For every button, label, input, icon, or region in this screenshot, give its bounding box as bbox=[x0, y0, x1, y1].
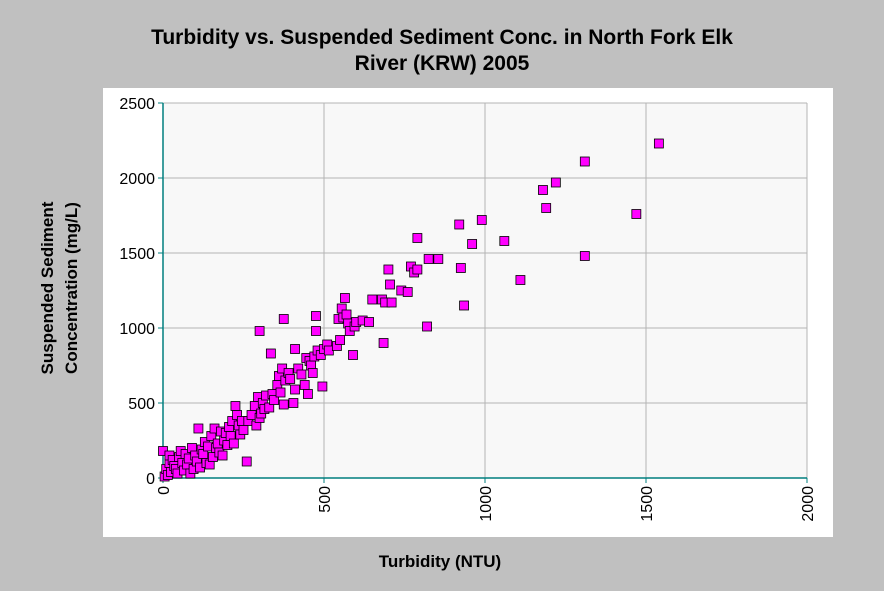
data-point bbox=[290, 384, 300, 395]
data-point bbox=[402, 287, 413, 297]
y-tick-label: 2000 bbox=[119, 171, 155, 188]
data-point bbox=[217, 450, 228, 461]
data-point bbox=[302, 389, 313, 399]
y-tick-label: 0 bbox=[146, 471, 155, 488]
x-tick-label: 1500 bbox=[639, 486, 656, 522]
tick-labels: 0 500 1000 1500 2000 0 500 1000 1500 2000 2500 bbox=[119, 96, 817, 522]
data-point bbox=[412, 233, 423, 243]
data-point bbox=[278, 399, 289, 410]
data-point bbox=[238, 425, 249, 435]
data-point bbox=[541, 203, 552, 213]
x-tick-label: 0 bbox=[156, 486, 173, 495]
chart-title-line-1: Turbidity vs. Suspended Sediment Conc. i… bbox=[151, 26, 733, 49]
data-point bbox=[265, 348, 276, 359]
data-point bbox=[550, 177, 561, 188]
y-axis-title-line-1: Suspended Sediment bbox=[38, 201, 57, 374]
data-point bbox=[323, 345, 334, 356]
data-point bbox=[459, 300, 469, 311]
data-point bbox=[423, 254, 434, 264]
data-points bbox=[158, 138, 664, 482]
data-point bbox=[269, 395, 279, 405]
data-point bbox=[311, 326, 321, 336]
y-tick-label: 2500 bbox=[119, 96, 155, 113]
data-point bbox=[246, 410, 257, 420]
data-point bbox=[515, 275, 526, 285]
data-point bbox=[454, 219, 465, 230]
data-point bbox=[386, 297, 397, 308]
data-point bbox=[631, 209, 642, 219]
data-point bbox=[317, 381, 328, 392]
data-point bbox=[412, 264, 423, 275]
data-point bbox=[433, 254, 444, 264]
data-point bbox=[340, 293, 350, 303]
data-point bbox=[296, 369, 307, 380]
data-point bbox=[467, 239, 478, 249]
data-point bbox=[203, 441, 213, 452]
data-point bbox=[254, 326, 265, 336]
data-point bbox=[364, 317, 374, 327]
y-axis-title-line-2: Concentration (mg/L) bbox=[62, 202, 81, 374]
data-point bbox=[299, 380, 310, 390]
x-tick-label: 2000 bbox=[800, 486, 817, 522]
data-point bbox=[538, 185, 548, 195]
axes bbox=[158, 102, 808, 483]
data-point bbox=[228, 438, 239, 449]
data-point bbox=[455, 263, 466, 273]
data-point bbox=[307, 368, 318, 378]
data-point bbox=[285, 374, 296, 384]
x-axis-title: Turbidity (NTU) bbox=[379, 552, 501, 571]
data-point bbox=[288, 398, 299, 408]
data-point bbox=[335, 335, 346, 345]
data-point bbox=[476, 215, 487, 225]
x-tick-label: 500 bbox=[317, 486, 334, 513]
data-point bbox=[230, 401, 241, 411]
data-point bbox=[311, 311, 321, 321]
chart-title-line-2: River (KRW) 2005 bbox=[355, 52, 530, 75]
data-point bbox=[275, 387, 286, 398]
data-point bbox=[422, 321, 432, 332]
data-point bbox=[348, 350, 358, 360]
data-point bbox=[499, 236, 510, 246]
x-tick-label: 1000 bbox=[478, 486, 495, 522]
data-point bbox=[341, 309, 352, 320]
data-point bbox=[241, 456, 252, 467]
data-point bbox=[278, 314, 289, 324]
data-point bbox=[378, 338, 389, 348]
data-point bbox=[367, 294, 378, 305]
data-point bbox=[193, 423, 204, 434]
data-point bbox=[653, 138, 664, 149]
data-point bbox=[290, 344, 300, 354]
y-tick-label: 1500 bbox=[119, 246, 155, 263]
y-tick-label: 1000 bbox=[119, 321, 155, 338]
data-point bbox=[579, 156, 590, 167]
data-point bbox=[383, 264, 394, 275]
data-point bbox=[579, 251, 590, 261]
y-tick-label: 500 bbox=[128, 396, 155, 413]
data-point bbox=[385, 279, 395, 290]
